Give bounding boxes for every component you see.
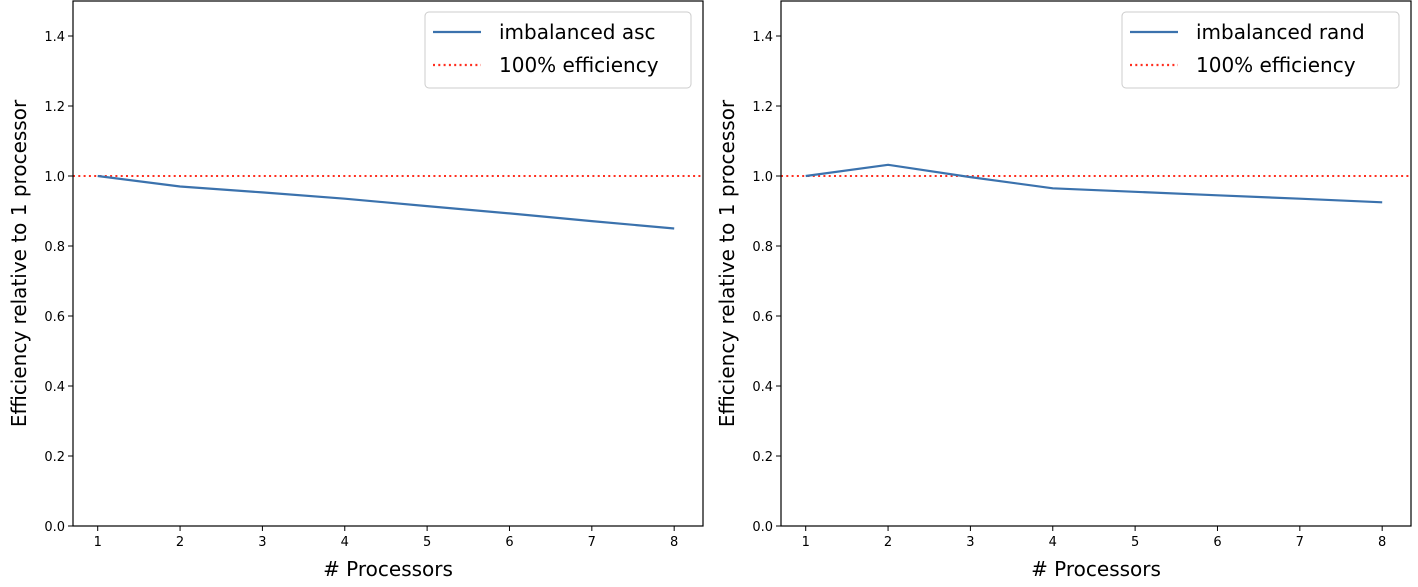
chart-1-data-point: [673, 227, 675, 229]
chart-2-x-tick-label: 6: [1213, 535, 1221, 550]
chart-1-legend-label: imbalanced asc: [499, 20, 656, 44]
chart-1-legend-box: [424, 11, 692, 89]
chart-1-series-line-1: [97, 174, 675, 230]
chart-1-x-tick-label: 6: [505, 535, 513, 550]
chart-1-data-point: [426, 205, 428, 207]
chart-1-y-tick-label: 0.8: [44, 240, 65, 255]
chart-1-x-tick-label: 4: [341, 535, 349, 550]
chart-2-x-tick-label: 4: [1049, 535, 1057, 550]
chart-2-legend-box: [1121, 11, 1400, 89]
chart-2-y-tick-label: 0.2: [752, 450, 773, 465]
chart-2-x-tick-label: 1: [802, 535, 810, 550]
chart-1-y-tick-label: 0.6: [44, 310, 65, 325]
chart-1-x-tick-label: 1: [94, 535, 102, 550]
chart-1: 1 2 3 4 5 6 7 8 0.0 0.2 0.4 0.6 0.8 1.0 1.2 1.4 # Proces…: [7, 0, 704, 581]
chart-1-data-point: [261, 191, 263, 193]
chart-2-series-line-1: [805, 163, 1383, 204]
chart-1-x-tick-label: 3: [258, 535, 266, 550]
chart-2-plot-frame: [780, 0, 1412, 527]
chart-2-legend-label: 100% efficiency: [1196, 53, 1356, 77]
chart-1-x-tick-label: 2: [176, 535, 184, 550]
chart-2-data-point: [805, 175, 807, 177]
chart-1-y-tick-label: 0.2: [44, 450, 65, 465]
chart-1-legend: imbalanced asc 100% efficiency: [424, 11, 692, 89]
chart-1-data-point: [97, 175, 99, 177]
chart-2-y-tick-label: 0.4: [752, 380, 773, 395]
chart-2-y-tick-label: 0.6: [752, 310, 773, 325]
chart-2-y-tick-label: 1.4: [752, 30, 773, 45]
chart-1-data-point: [344, 198, 346, 200]
chart-2-data-point: [1134, 191, 1136, 193]
chart-1-y-tick-label: 0.0: [44, 520, 65, 535]
chart-1-legend-label: 100% efficiency: [499, 53, 659, 77]
chart-2-y-tick-label: 0.0: [752, 520, 773, 535]
chart-2-data-point: [1381, 201, 1383, 203]
chart-2-y-tick-label: 0.8: [752, 240, 773, 255]
chart-2-y-tick-label: 1.0: [752, 170, 773, 185]
chart-2-data-point: [1299, 198, 1301, 200]
chart-2-data-point: [1216, 194, 1218, 196]
chart-1-y-tick-label: 1.4: [44, 30, 65, 45]
chart-1-data-point: [591, 220, 593, 222]
chart-2-x-tick-label: 2: [884, 535, 892, 550]
chart-1-plot-frame: [72, 0, 704, 527]
chart-1-x-tick-label: 5: [423, 535, 431, 550]
chart-2-x-tick-label: 7: [1296, 535, 1304, 550]
chart-2: 1 2 3 4 5 6 7 8 0.0 0.2 0.4 0.6 0.8 1.0 1.2 1.4 # Proces…: [715, 0, 1412, 581]
chart-2-y-axis-label: Efficiency relative to 1 processor: [715, 99, 739, 427]
chart-1-y-axis-label: Efficiency relative to 1 processor: [7, 99, 31, 427]
chart-2-x-tick-label: 3: [966, 535, 974, 550]
chart-2-x-tick-label: 5: [1131, 535, 1139, 550]
chart-1-x-tick-label: 8: [670, 535, 678, 550]
chart-2-legend: imbalanced rand 100% efficiency: [1121, 11, 1400, 89]
chart-2-x-tick-label: 8: [1378, 535, 1386, 550]
chart-1-y-tick-label: 0.4: [44, 380, 65, 395]
chart-2-data-point: [969, 176, 971, 178]
chart-1-data-point: [508, 212, 510, 214]
chart-1-y-tick-label: 1.2: [44, 100, 65, 115]
chart-1-y-tick-label: 1.0: [44, 170, 65, 185]
chart-2-y-tick-label: 1.2: [752, 100, 773, 115]
chart-1-x-tick-label: 7: [588, 535, 596, 550]
chart-1-data-point: [179, 185, 181, 187]
chart-2-data-point: [887, 164, 889, 166]
chart-2-x-axis-label: # Processors: [1031, 557, 1161, 581]
chart-2-data-point: [1052, 187, 1054, 189]
chart-1-x-axis-label: # Processors: [323, 557, 453, 581]
chart-2-legend-label: imbalanced rand: [1196, 20, 1365, 44]
